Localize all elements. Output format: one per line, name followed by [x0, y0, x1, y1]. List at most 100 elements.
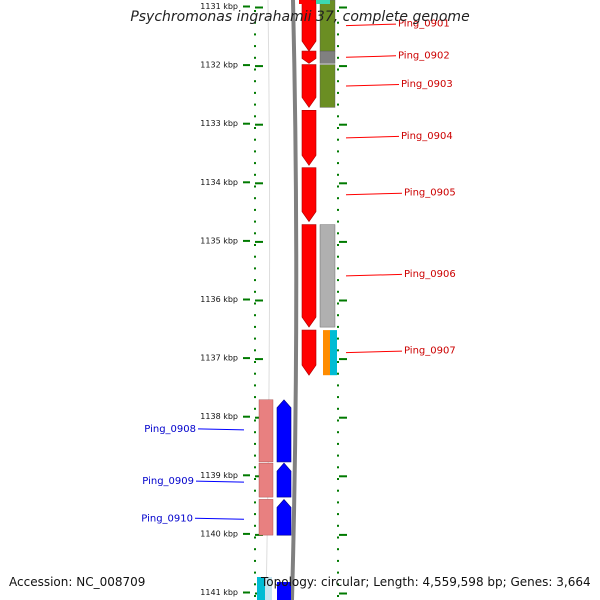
track-dot [254, 244, 256, 246]
track-dash [339, 182, 347, 185]
track-dash [255, 240, 263, 243]
track-dot [254, 571, 256, 574]
track-dot [337, 279, 339, 282]
track-dot [337, 267, 339, 270]
scale-label: 1141 kbp [200, 588, 238, 597]
gene-label-forward: Ping_0902 [398, 50, 450, 61]
track-dot [337, 68, 339, 71]
track-dot [254, 115, 256, 118]
track-dot [254, 68, 256, 71]
cog-box [319, 0, 336, 52]
track-dash [255, 299, 263, 302]
cog-box [258, 499, 274, 536]
track-dash [339, 475, 347, 478]
track-dot [254, 80, 256, 83]
gene-label-forward: Ping_0903 [401, 79, 453, 90]
gene-label-forward: Ping_0906 [404, 269, 456, 280]
track-dot [337, 407, 339, 410]
track-dot [337, 478, 339, 480]
track-dot [254, 513, 256, 516]
track-dot [337, 454, 339, 457]
track-dot [254, 384, 256, 387]
gene-label-forward: Ping_0904 [401, 131, 453, 142]
track-dot [337, 33, 339, 36]
track-dot [337, 571, 339, 574]
track-dash [339, 6, 347, 9]
track-dot [254, 162, 256, 165]
track-dash [339, 123, 347, 126]
cog-box [319, 224, 336, 328]
gene-arrow-forward [301, 224, 317, 328]
track-dot [254, 208, 256, 211]
gene-leader-line [345, 23, 397, 27]
scale-tick [243, 357, 250, 360]
track-dot [254, 524, 256, 527]
gene-leader-line [195, 480, 245, 483]
cog-box [265, 577, 272, 600]
gene-arrow-reverse [277, 582, 291, 600]
track-dot [254, 442, 256, 445]
genome-summary-text: Topology: circular; Length: 4,559,598 bp… [261, 575, 591, 589]
track-dot [254, 361, 256, 363]
gene-labels: Ping_0901 Ping_0902 Ping_0903 Ping_0904 Ping… [141, 19, 455, 525]
scale-tick [243, 532, 250, 535]
track-dot [337, 103, 339, 106]
track-dash [339, 65, 347, 68]
scale-tick [243, 239, 250, 242]
track-dot [254, 583, 256, 586]
scale-label: 1134 kbp [200, 178, 238, 187]
gene-label-reverse: Ping_0909 [142, 476, 194, 487]
track-dot [337, 337, 339, 340]
track-dot [254, 220, 256, 223]
track-dot [337, 501, 339, 504]
scale-label: 1131 kbp [200, 2, 238, 11]
track-dot [337, 431, 339, 434]
track-dot [337, 314, 339, 317]
gene-label-reverse: Ping_0910 [141, 513, 193, 524]
track-dot [337, 524, 339, 527]
backbone-arc [290, 0, 299, 600]
track-dash [255, 6, 263, 9]
track-dot [254, 349, 256, 352]
track-dot [337, 91, 339, 94]
gene-arrow-reverse [276, 462, 292, 498]
track-dash [339, 533, 347, 536]
gene-leader-line [345, 350, 403, 354]
track-dash [255, 65, 263, 68]
track-dot [254, 45, 256, 48]
track-dot [254, 337, 256, 340]
track-dot [254, 314, 256, 317]
scale-tick [243, 298, 250, 301]
track-dot [337, 396, 339, 399]
track-dot [337, 349, 339, 352]
track-dot [337, 361, 339, 363]
track-dot [254, 501, 256, 504]
gene-leader-line [194, 517, 245, 520]
gene-leader-line [345, 273, 403, 277]
cog-box [319, 50, 336, 64]
track-dot [337, 583, 339, 586]
track-dot [254, 232, 256, 235]
scale-dot-tracks [254, 6, 347, 597]
track-dot [254, 325, 256, 328]
gene-arrow-reverse [276, 399, 292, 463]
track-dot [254, 127, 256, 129]
track-dot [254, 91, 256, 94]
track-dash [255, 358, 263, 361]
track-dot [337, 384, 339, 387]
gene-leader-line [345, 192, 403, 196]
track-dot [337, 302, 339, 305]
gene-leader-line [345, 135, 400, 139]
track-dot [254, 454, 256, 457]
scale-label: 1136 kbp [200, 295, 238, 304]
gene-arrow-forward [301, 50, 317, 64]
scale-label: 1140 kbp [200, 529, 238, 538]
track-dot [337, 115, 339, 118]
track-dot [337, 162, 339, 165]
track-dot [337, 185, 339, 188]
track-dot [254, 33, 256, 36]
cog-box [257, 577, 265, 600]
track-dot [337, 45, 339, 48]
gene-leader-line [345, 84, 400, 87]
